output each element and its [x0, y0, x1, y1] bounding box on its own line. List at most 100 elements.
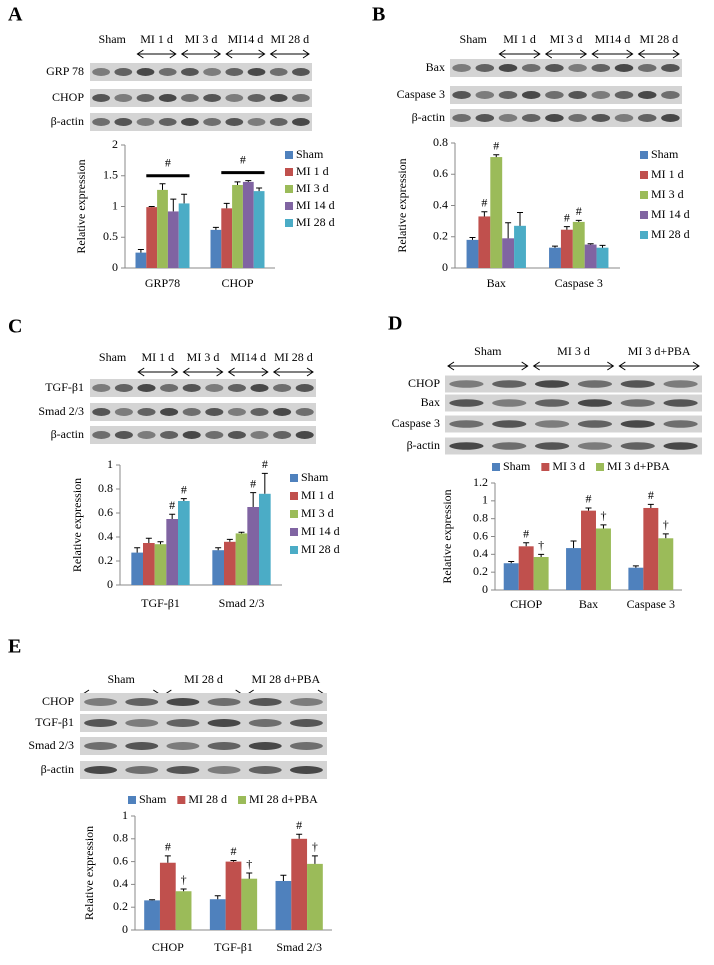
error-bar — [148, 206, 155, 208]
error-bar — [481, 211, 488, 217]
blot-band — [92, 68, 110, 76]
blot-band — [225, 68, 244, 76]
significance-mark: † — [246, 857, 252, 871]
error-bar — [215, 547, 222, 551]
blot-band — [203, 68, 221, 76]
blot-band — [449, 442, 484, 450]
legend-swatch — [285, 151, 293, 159]
legend-label: MI 28 d — [188, 792, 227, 806]
lane-group-label: Sham — [474, 344, 502, 358]
error-bar — [311, 855, 318, 864]
blot-band — [247, 118, 266, 126]
x-tick-label: CHOP — [152, 940, 184, 954]
lane-group-label: MI14 d — [228, 32, 264, 46]
blot-row-label: Smad 2/3 — [28, 738, 74, 752]
blot-band — [207, 766, 241, 774]
blot-band — [225, 118, 244, 126]
blot-row-label: CHOP — [42, 694, 74, 708]
blot-strip — [80, 693, 327, 711]
error-bar — [599, 244, 606, 248]
blot-strip — [90, 379, 316, 397]
y-tick-label: 0.6 — [433, 166, 448, 180]
error-bar — [223, 202, 230, 209]
blot-band — [166, 742, 200, 750]
bar — [212, 550, 225, 585]
lane-group-label: MI 28 d — [184, 672, 223, 686]
legend-label: MI 14 d — [296, 198, 335, 212]
blot-band — [614, 91, 634, 99]
y-tick-label: 0 — [122, 922, 128, 936]
y-axis-title: Relative expression — [395, 158, 409, 252]
bar — [658, 538, 674, 590]
blot-band — [114, 68, 133, 76]
blot-band — [475, 114, 495, 122]
error-bar — [234, 181, 241, 185]
legend-label: Sham — [139, 792, 167, 806]
arrow-head — [180, 49, 222, 59]
blot-band — [269, 94, 288, 102]
legend-swatch — [640, 151, 648, 159]
bar — [502, 238, 515, 268]
significance-mark: # — [523, 526, 529, 540]
legend-swatch — [128, 796, 136, 804]
legend-label: MI 1 d — [651, 167, 684, 181]
significance-mark: # — [181, 482, 187, 496]
error-bar — [570, 540, 577, 549]
blot-band — [289, 698, 323, 706]
y-tick-label: 1 — [482, 493, 488, 507]
bar — [253, 191, 265, 268]
legend-swatch — [596, 463, 605, 471]
bar — [514, 225, 526, 268]
blot-strip — [445, 394, 702, 412]
x-tick-label: GRP78 — [145, 276, 180, 290]
bar — [235, 533, 248, 585]
blot-band — [92, 118, 110, 126]
blot-band — [475, 64, 495, 72]
arrow-head — [136, 49, 177, 59]
blot-band — [136, 68, 155, 76]
panel-label: D — [388, 313, 402, 335]
arrow-head — [227, 367, 269, 377]
blot-band — [492, 442, 527, 450]
significance-mark: # — [169, 498, 175, 512]
y-axis-title: Relative expression — [440, 489, 454, 583]
legend-swatch — [640, 171, 648, 179]
blot-band — [663, 442, 698, 450]
legend-swatch — [285, 202, 293, 210]
blot-band — [166, 698, 200, 706]
blot-band — [160, 431, 179, 439]
legend-label: MI 1 d — [296, 164, 329, 178]
lane-group-label: MI 28 d — [639, 32, 678, 46]
blot-row-label: β-actin — [412, 110, 445, 124]
significance-mark: # — [165, 840, 171, 854]
blot-band — [182, 431, 201, 439]
significance-mark: # — [648, 488, 654, 502]
error-bar — [226, 538, 233, 542]
bar — [209, 899, 226, 930]
error-bar — [245, 180, 252, 182]
significance-mark: # — [231, 844, 237, 858]
blot-band — [225, 94, 244, 102]
blot-band — [250, 431, 269, 439]
significance-mark: † — [181, 873, 187, 887]
blot-band — [207, 719, 241, 727]
blot-band — [534, 420, 570, 428]
y-tick-label: 0.2 — [433, 229, 448, 243]
bar — [566, 548, 582, 590]
bar — [225, 861, 242, 930]
blot-strip — [80, 761, 327, 779]
bar — [490, 157, 503, 268]
bar — [144, 900, 160, 930]
lane-group-label: MI 1 d — [141, 350, 174, 364]
error-bar — [563, 226, 570, 230]
error-bar — [575, 219, 582, 222]
blot-row-label: β-actin — [41, 762, 74, 776]
blot-strip — [450, 109, 682, 127]
blot-band — [620, 399, 655, 407]
lane-group-label: MI 3 d — [550, 32, 583, 46]
blot-band — [292, 68, 310, 76]
legend-swatch — [541, 463, 550, 471]
legend-swatch — [238, 796, 247, 804]
blot-band — [114, 94, 133, 102]
panel-label: B — [372, 4, 385, 26]
